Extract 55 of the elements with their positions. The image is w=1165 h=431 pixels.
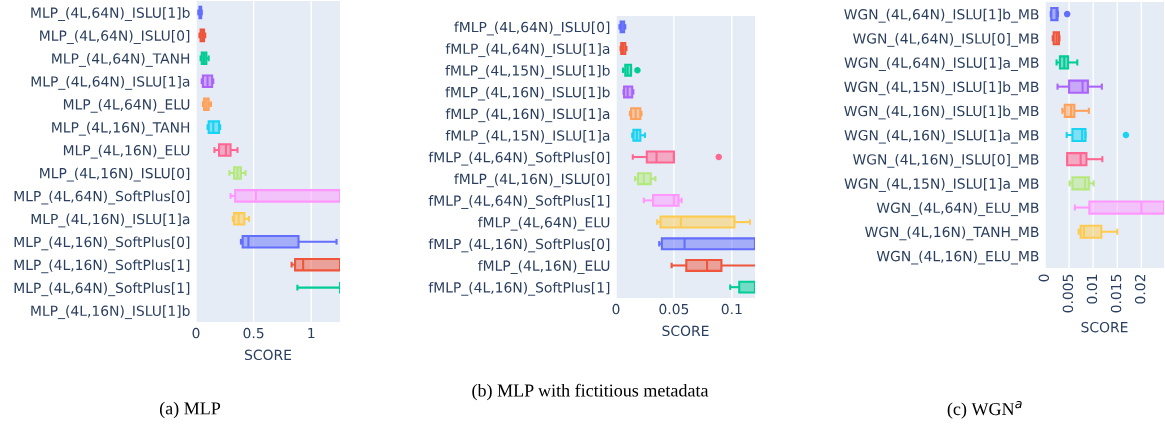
x-axis-title: SCORE bbox=[1081, 321, 1128, 333]
x-tick-label: 1 bbox=[308, 327, 315, 339]
y-tick-label: MLP_(4L,64N)_ISLU[1]b bbox=[31, 7, 190, 22]
y-tick-label: MLP_(4L,64N)_TANH bbox=[52, 53, 190, 67]
x-tick-label: 0.1 bbox=[721, 303, 742, 315]
x-tick-label: 0.02 bbox=[1134, 274, 1146, 304]
y-tick-label: WGN_(4L,16N)_ELU_MB bbox=[876, 250, 1039, 265]
y-tick-label: MLP_(4L,16N)_SoftPlus[1] bbox=[14, 259, 190, 274]
x-tick-label: 0.01 bbox=[1086, 274, 1098, 304]
y-tick-label: MLP_(4L,64N)_ISLU[0] bbox=[40, 30, 190, 44]
y-tick-label: fMLP_(4L,64N)_SoftPlus[0] bbox=[428, 151, 610, 166]
y-tick-label: fMLP_(4L,64N)_ISLU[0] bbox=[454, 21, 610, 36]
y-tick-label: fMLP_(4L,15N)_ISLU[1]b bbox=[445, 64, 610, 79]
y-tick-label: WGN_(4L,16N)_ISLU[1]b_MB bbox=[844, 105, 1039, 120]
x-tick-label: 0 bbox=[612, 303, 620, 315]
text: (b) MLP with fictitious metadata bbox=[472, 383, 709, 401]
y-tick-label: fMLP_(4L,16N)_SoftPlus[1] bbox=[428, 281, 610, 296]
text: (a) MLP bbox=[159, 401, 221, 419]
y-tick-label: MLP_(4L,16N)_ISLU[0] bbox=[40, 167, 190, 182]
y-tick-label: fMLP_(4L,15N)_ISLU[1]a bbox=[445, 130, 610, 144]
y-tick-label: fMLP_(4L,64N)_ELU bbox=[478, 216, 610, 231]
x-tick-label: 0.05 bbox=[659, 303, 689, 315]
y-tick-label: fMLP_(4L,16N)_SoftPlus[0] bbox=[428, 238, 610, 253]
y-tick-label: MLP_(4L,64N)_SoftPlus[1] bbox=[14, 282, 190, 297]
x-tick-label: 0.005 bbox=[1062, 274, 1074, 313]
x-tick-label: 0 bbox=[1038, 274, 1050, 282]
y-tick-label: MLP_(4L,64N)_SoftPlus[0] bbox=[14, 190, 190, 205]
y-tick-label: MLP_(4L,16N)_ISLU[1]a bbox=[31, 213, 190, 228]
y-tick-label: WGN_(4L,16N)_ISLU[1]a_MB bbox=[844, 129, 1039, 144]
y-tick-label: MLP_(4L,16N)_TANH bbox=[52, 121, 190, 136]
y-tick-label: MLP_(4L,64N)_ELU bbox=[63, 98, 190, 113]
y-tick-label: WGN_(4L,64N)_ISLU[0]_MB bbox=[852, 33, 1039, 47]
y-tick-label: MLP_(4L,16N)_ELU bbox=[63, 144, 190, 159]
y-tick-label: WGN_(4L,64N)_ELU_MB bbox=[876, 202, 1039, 217]
text: (c) WGN$^{a}$ bbox=[947, 400, 1022, 419]
y-tick-label: WGN_(4L,64N)_ISLU[1]b_MB bbox=[844, 8, 1039, 23]
y-tick-label: fMLP_(4L,16N)_ISLU[1]a bbox=[445, 108, 610, 123]
y-tick-label: fMLP_(4L,16N)_ISLU[1]b bbox=[445, 86, 610, 101]
y-tick-label: fMLP_(4L,16N)_ISLU[0] bbox=[454, 173, 610, 188]
x-tick-label: 0.015 bbox=[1110, 274, 1122, 313]
y-tick-label: WGN_(4L,16N)_ISLU[0]_MB bbox=[852, 153, 1039, 168]
y-tick-label: WGN_(4L,15N)_ISLU[1]b_MB bbox=[844, 81, 1039, 96]
y-tick-label: WGN_(4L,16N)_TANH_MB bbox=[865, 226, 1039, 241]
y-tick-label: WGN_(4L,64N)_ISLU[1]a_MB bbox=[844, 57, 1039, 72]
y-tick-label: MLP_(4L,64N)_ISLU[1]a bbox=[31, 75, 190, 90]
y-tick-label: MLP_(4L,16N)_ISLU[1]b bbox=[31, 305, 190, 320]
x-tick-label: 0 bbox=[192, 327, 200, 339]
y-tick-label: MLP_(4L,16N)_SoftPlus[0] bbox=[14, 236, 190, 251]
x-tick-label: 0.5 bbox=[243, 327, 264, 339]
y-tick-label: fMLP_(4L,64N)_ISLU[1]a bbox=[445, 43, 610, 58]
x-axis-title: SCORE bbox=[662, 325, 709, 337]
y-tick-label: fMLP_(4L,16N)_ELU bbox=[478, 260, 610, 275]
y-tick-label: fMLP_(4L,64N)_SoftPlus[1] bbox=[428, 195, 610, 209]
y-tick-label: WGN_(4L,15N)_ISLU[1]a_MB bbox=[844, 178, 1039, 192]
x-axis-title: SCORE bbox=[244, 349, 292, 361]
